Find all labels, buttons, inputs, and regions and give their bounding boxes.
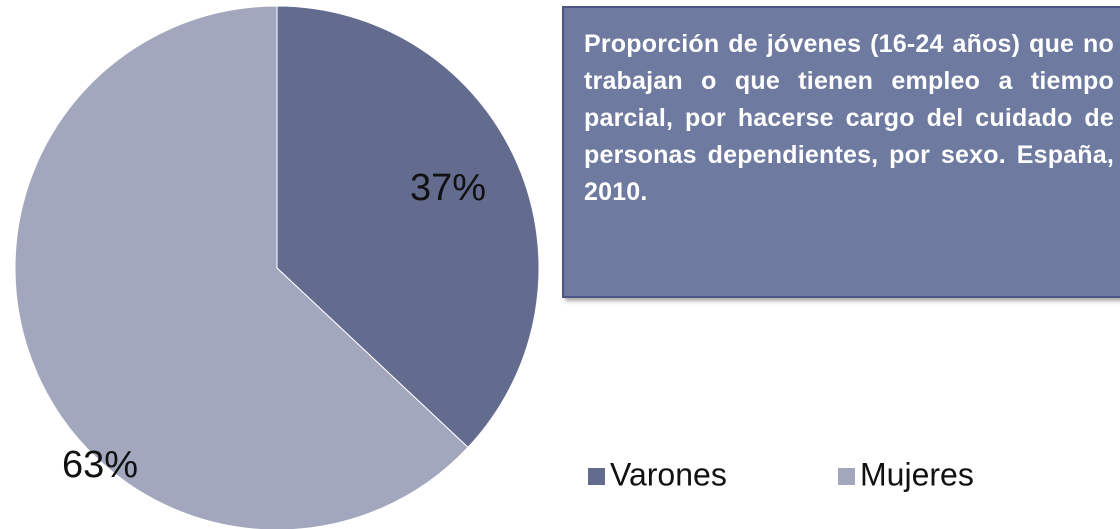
legend-label: Varones (610, 456, 727, 492)
pie-slice (276, 5, 540, 449)
legend-label: Mujeres (860, 456, 974, 492)
title-box: Proporción de jóvenes (16-24 años) que n… (562, 6, 1120, 298)
data-label: 37% (410, 167, 486, 209)
legend-swatch (588, 468, 605, 485)
data-label: 63% (62, 444, 138, 486)
chart-title: Proporción de jóvenes (16-24 años) que n… (584, 30, 1114, 206)
legend-swatch (838, 468, 855, 485)
pie-slice (14, 5, 469, 529)
